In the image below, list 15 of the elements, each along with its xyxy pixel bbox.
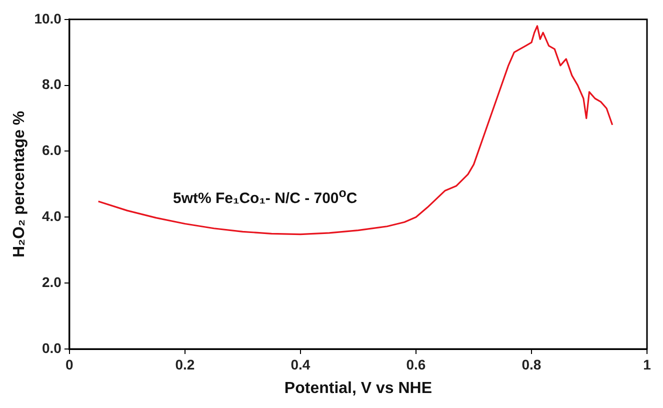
- y-tick-label: 4.0: [42, 208, 62, 224]
- x-tick-label: 0.6: [406, 356, 426, 372]
- x-tick-label: 0.8: [522, 356, 542, 372]
- y-tick-label: 8.0: [42, 76, 62, 92]
- x-axis-title: Potential, V vs NHE: [284, 380, 432, 397]
- y-tick-label: 0.0: [42, 340, 62, 356]
- y-tick-label: 2.0: [42, 274, 62, 290]
- x-tick-label: 0.4: [290, 356, 310, 372]
- annotation: 5wt% Fe₁Co₁- N/C - 700$^{o}$C: [173, 186, 358, 207]
- x-tick-label: 0.2: [175, 356, 195, 372]
- y-tick-label: 6.0: [42, 142, 62, 158]
- x-tick-label: 1: [643, 356, 652, 372]
- y-tick-label: 10.0: [34, 10, 62, 26]
- y-axis-title: H₂O₂ percentage %: [11, 110, 28, 258]
- x-tick-label: 0: [66, 356, 74, 372]
